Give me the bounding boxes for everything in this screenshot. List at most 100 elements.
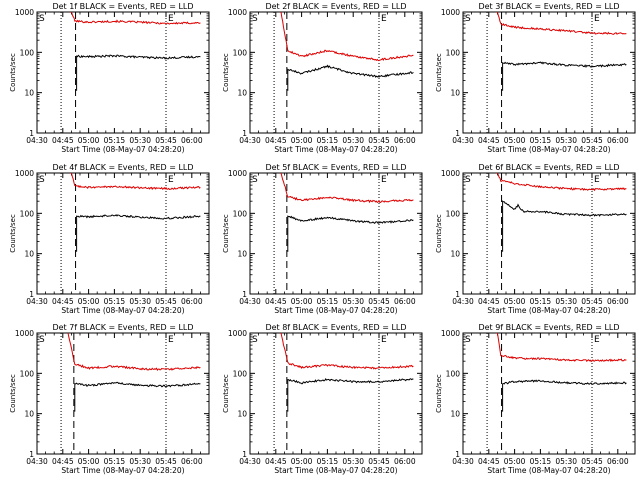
plot-frame (462, 11, 636, 134)
x-tick-label: 05:45 (581, 136, 603, 145)
y-tick-label: 1 (29, 290, 34, 299)
x-tick-label: 05:00 (504, 297, 526, 306)
detector-panel-8: Det 8f BLACK = Events, RED = LLD 1 10 100 10… (222, 323, 423, 475)
y-tick-label: 100 (446, 209, 461, 218)
y-axis-label: Counts/sec (435, 214, 443, 253)
panel-title: Det 9f BLACK = Events, RED = LLD (478, 323, 619, 332)
x-tick-label: 05:45 (155, 457, 177, 466)
y-tick-label: 1 (242, 129, 247, 138)
detector-panel-5: Det 5f BLACK = Events, RED = LLD 1 10 100 10… (222, 163, 423, 315)
panel-title: Det 4f BLACK = Events, RED = LLD (52, 163, 193, 172)
x-tick-label: 06:00 (394, 297, 416, 306)
x-tick-label: 04:30 (26, 457, 48, 466)
x-tick-label: 05:30 (129, 297, 151, 306)
y-tick-label: 1 (242, 450, 247, 459)
series-line-lld (67, 332, 201, 371)
y-tick-label: 10 (24, 250, 34, 259)
series-line-lld (280, 11, 414, 62)
y-axis-label: Counts/sec (435, 374, 443, 413)
y-tick-label: 10 (450, 89, 460, 98)
x-tick-label: 04:30 (452, 297, 474, 306)
plot-frame (249, 11, 423, 134)
x-tick-label: 06:00 (394, 457, 416, 466)
detector-panel-2: Det 2f BLACK = Events, RED = LLD 1 10 100 10… (222, 2, 423, 154)
y-tick-label: 1000 (228, 329, 247, 338)
y-tick-label: 100 (20, 48, 35, 57)
y-tick-label: 100 (446, 48, 461, 57)
y-axis-label: Counts/sec (435, 53, 443, 92)
x-tick-label: 05:45 (368, 136, 390, 145)
start-marker-label: S (39, 175, 45, 185)
y-tick-label: 1000 (228, 8, 247, 17)
x-tick-label: 04:30 (26, 297, 48, 306)
plot-frame (249, 332, 423, 455)
y-tick-label: 10 (24, 410, 34, 419)
y-tick-label: 1000 (228, 169, 247, 178)
start-marker-label: S (39, 14, 45, 24)
x-tick-label: 05:45 (368, 297, 390, 306)
series-line-lld (496, 172, 627, 192)
start-marker-label: S (252, 175, 258, 185)
x-tick-label: 05:30 (342, 457, 364, 466)
x-tick-label: 04:30 (239, 136, 261, 145)
x-tick-label: 04:45 (265, 457, 287, 466)
panel-title: Det 6f BLACK = Events, RED = LLD (478, 163, 619, 172)
y-tick-label: 1 (29, 129, 34, 138)
y-tick-label: 1 (455, 129, 460, 138)
plot-frame (36, 11, 210, 134)
series-line-events (287, 215, 414, 252)
start-marker-label: S (465, 335, 471, 345)
x-tick-label: 05:45 (368, 457, 390, 466)
x-tick-label: 05:45 (155, 136, 177, 145)
x-tick-label: 04:45 (478, 297, 500, 306)
series-line-events (502, 200, 627, 252)
detector-panel-6: Det 6f BLACK = Events, RED = LLD 1 10 100 10… (435, 163, 636, 315)
plot-frame (462, 172, 636, 295)
y-axis-label: Counts/sec (222, 53, 230, 92)
y-axis-label: Counts/sec (9, 374, 17, 413)
y-axis-label: Counts/sec (222, 374, 230, 413)
y-tick-label: 1 (455, 290, 460, 299)
x-tick-label: 05:00 (291, 457, 313, 466)
x-tick-label: 06:00 (607, 457, 629, 466)
start-marker-label: S (465, 175, 471, 185)
x-tick-label: 05:15 (530, 136, 552, 145)
series-line-events (287, 64, 414, 91)
x-tick-label: 05:00 (78, 136, 100, 145)
y-tick-label: 100 (233, 209, 248, 218)
y-tick-label: 1000 (441, 329, 460, 338)
x-tick-label: 05:15 (530, 297, 552, 306)
x-tick-label: 04:45 (265, 297, 287, 306)
x-tick-label: 05:00 (78, 457, 100, 466)
y-tick-label: 1 (455, 450, 460, 459)
series-line-events (502, 61, 627, 91)
x-tick-label: 05:30 (555, 136, 577, 145)
end-marker-label: E (168, 175, 174, 185)
start-marker-label: S (252, 335, 258, 345)
y-tick-label: 1 (242, 290, 247, 299)
y-tick-label: 10 (237, 89, 247, 98)
x-tick-label: 05:00 (504, 457, 526, 466)
series-line-events (502, 379, 627, 412)
detector-panel-1: Det 1f BLACK = Events, RED = LLD 1 10 100 10… (9, 2, 210, 154)
y-tick-label: 1 (29, 450, 34, 459)
y-axis-label: Counts/sec (9, 214, 17, 253)
x-tick-label: 06:00 (181, 457, 203, 466)
end-marker-label: E (594, 335, 600, 345)
plot-frame (462, 332, 636, 455)
x-tick-label: 04:45 (52, 136, 74, 145)
x-tick-label: 04:30 (452, 457, 474, 466)
y-tick-label: 1000 (441, 8, 460, 17)
x-tick-label: 04:30 (239, 457, 261, 466)
x-tick-label: 04:45 (265, 136, 287, 145)
end-marker-label: E (594, 175, 600, 185)
x-axis-label: Start Time (08-May-07 04:28:20) (274, 466, 397, 475)
x-axis-label: Start Time (08-May-07 04:28:20) (274, 306, 397, 315)
series-line-lld (496, 332, 627, 363)
panel-title: Det 7f BLACK = Events, RED = LLD (52, 323, 193, 332)
panel-title: Det 1f BLACK = Events, RED = LLD (52, 2, 193, 11)
end-marker-label: E (381, 175, 387, 185)
x-tick-label: 05:30 (342, 297, 364, 306)
x-tick-label: 06:00 (607, 136, 629, 145)
